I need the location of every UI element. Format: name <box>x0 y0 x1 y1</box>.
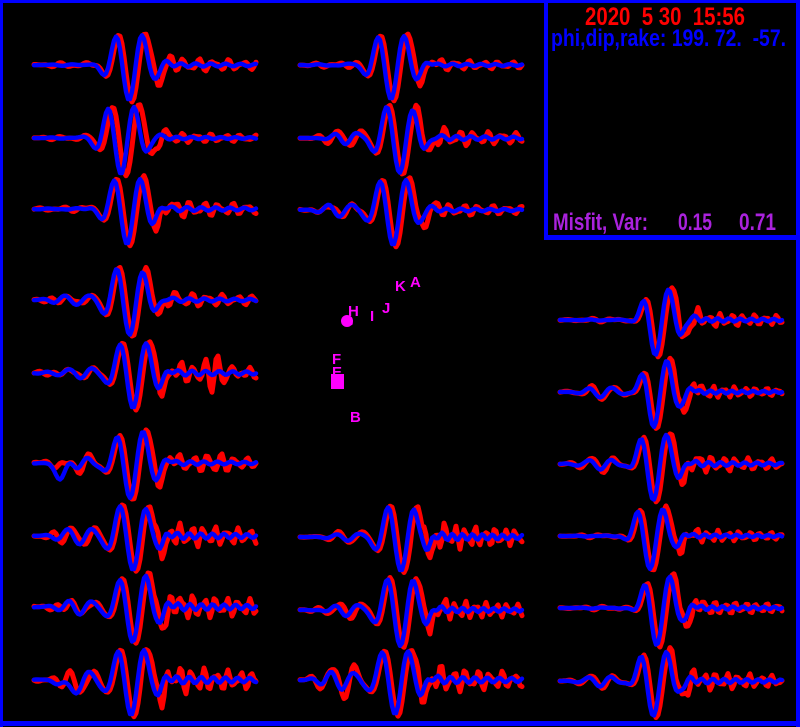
svg-text:J: J <box>382 300 390 317</box>
svg-text:E: E <box>332 364 342 381</box>
svg-text:F: F <box>332 351 341 368</box>
svg-text:Misfit, Var:: Misfit, Var: <box>553 209 648 236</box>
svg-text:G: G <box>342 313 354 330</box>
svg-text:H: H <box>348 303 359 320</box>
svg-text:2020 5 30 15:56: 2020 5 30 15:56 <box>585 3 745 31</box>
svg-text:K: K <box>395 278 406 295</box>
svg-text:I: I <box>370 308 374 325</box>
svg-text:phi,dip,rake: 199. 72. -57.: phi,dip,rake: 199. 72. -57. <box>551 25 786 52</box>
svg-text:A: A <box>410 274 421 291</box>
svg-text:0.71: 0.71 <box>739 209 776 236</box>
svg-text:B: B <box>350 409 361 426</box>
svg-text:0.15: 0.15 <box>678 209 712 236</box>
